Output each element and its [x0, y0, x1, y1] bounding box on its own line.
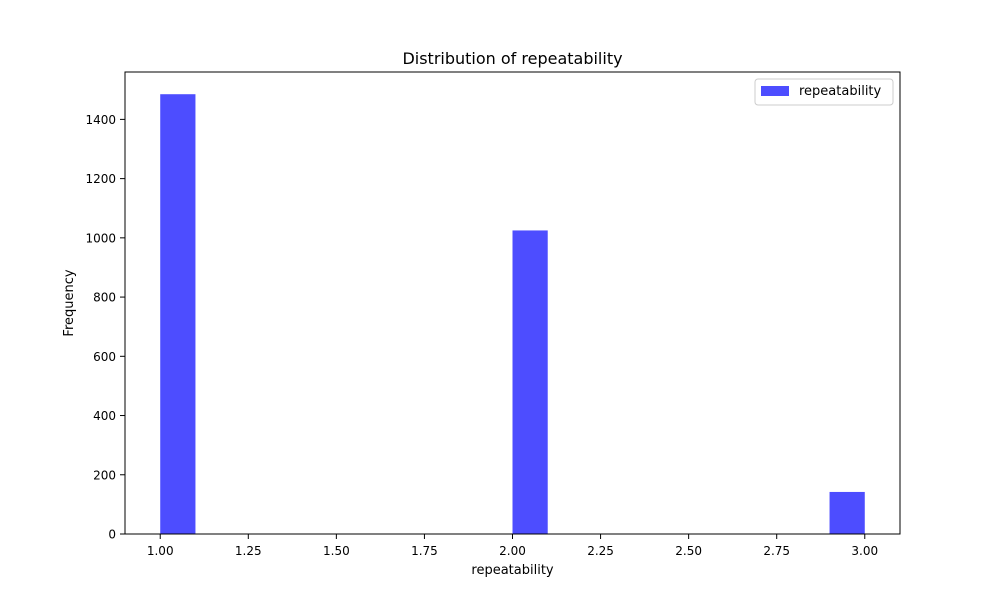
legend-swatch [761, 86, 789, 96]
x-tick-label: 1.25 [235, 544, 262, 558]
x-tick-label: 1.75 [411, 544, 438, 558]
x-tick-label: 3.00 [851, 544, 878, 558]
legend-frame [754, 78, 894, 106]
y-tick-label: 400 [93, 409, 116, 423]
axes-frame [124, 71, 901, 535]
bars-layer [160, 94, 865, 534]
y-tick-label: 1400 [85, 113, 116, 127]
y-axis-label: Frequency [62, 269, 77, 336]
x-axis-label: repeatability [471, 563, 554, 578]
x-tick-label: 2.25 [587, 544, 614, 558]
histogram-bar-1 [512, 230, 548, 534]
histogram-bar-2 [829, 491, 865, 534]
legend-label: repeatability [799, 84, 882, 99]
x-tick-label: 2.50 [675, 544, 702, 558]
legend: repeatability [754, 78, 894, 106]
histogram-bar-0 [160, 94, 196, 534]
y-tick-label: 1200 [85, 172, 116, 186]
x-axis-ticks: 1.00 1.25 1.50 1.75 2.00 2.25 2.50 2.75 3.00 [147, 534, 878, 558]
x-tick-label: 1.00 [147, 544, 174, 558]
x-tick-label: 2.00 [499, 544, 526, 558]
x-tick-label: 2.75 [763, 544, 790, 558]
x-tick-label: 1.50 [323, 544, 350, 558]
y-tick-label: 600 [93, 350, 116, 364]
y-tick-label: 800 [93, 291, 116, 305]
y-tick-label: 0 [108, 528, 116, 542]
y-tick-label: 1000 [85, 231, 116, 245]
y-tick-label: 200 [93, 468, 116, 482]
y-axis-ticks: 0 200 400 600 800 1000 1200 1400 [85, 113, 125, 542]
chart-title: Distribution of repeatability [402, 49, 622, 68]
